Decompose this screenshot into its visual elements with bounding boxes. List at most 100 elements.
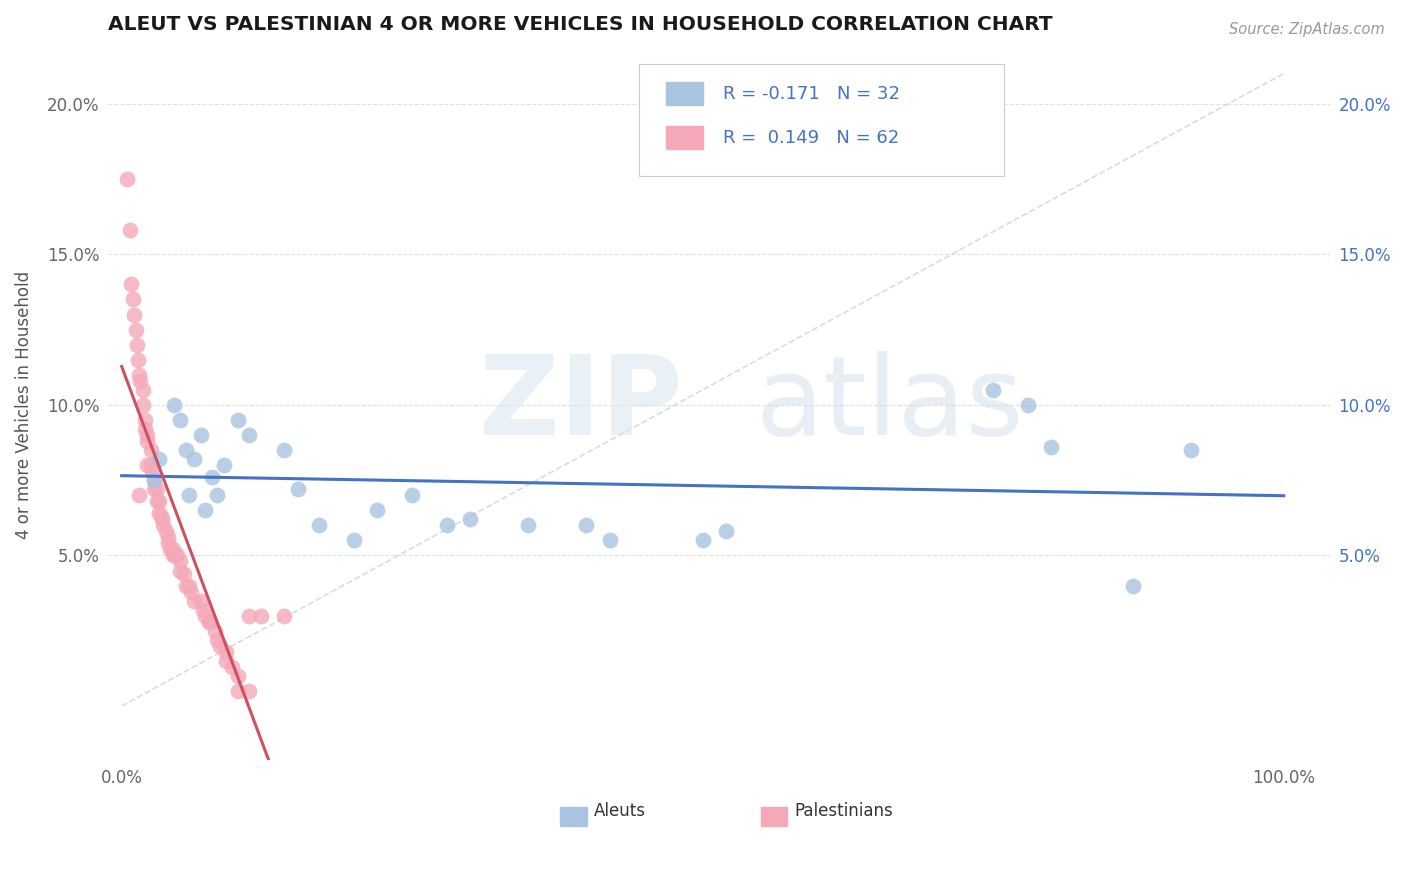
- Point: [143, 473, 166, 487]
- Point: [157, 530, 180, 544]
- Point: [131, 383, 153, 397]
- Text: R =  0.149   N = 62: R = 0.149 N = 62: [723, 128, 898, 146]
- Point: [190, 593, 212, 607]
- Point: [141, 464, 163, 478]
- Text: atlas: atlas: [755, 351, 1024, 458]
- Point: [174, 443, 197, 458]
- Point: [191, 603, 214, 617]
- Point: [162, 542, 184, 557]
- Text: R = -0.171   N = 32: R = -0.171 N = 32: [723, 85, 900, 103]
- Point: [714, 524, 737, 539]
- Point: [150, 512, 173, 526]
- Point: [157, 536, 180, 550]
- Bar: [666, 82, 703, 105]
- Point: [366, 503, 388, 517]
- Point: [177, 488, 200, 502]
- Point: [128, 368, 150, 382]
- Point: [117, 172, 139, 186]
- Point: [204, 624, 226, 638]
- Point: [166, 549, 188, 563]
- Point: [190, 428, 212, 442]
- Point: [692, 533, 714, 548]
- Point: [226, 413, 249, 427]
- Point: [343, 533, 366, 548]
- Point: [180, 584, 202, 599]
- Point: [129, 374, 152, 388]
- Y-axis label: 4 or more Vehicles in Household: 4 or more Vehicles in Household: [15, 271, 32, 539]
- Point: [1122, 578, 1144, 592]
- Point: [173, 566, 195, 581]
- Point: [212, 458, 235, 472]
- Text: ALEUT VS PALESTINIAN 4 OR MORE VEHICLES IN HOUSEHOLD CORRELATION CHART: ALEUT VS PALESTINIAN 4 OR MORE VEHICLES …: [108, 15, 1052, 34]
- Point: [134, 413, 156, 427]
- Text: Source: ZipAtlas.com: Source: ZipAtlas.com: [1229, 22, 1385, 37]
- Point: [238, 428, 260, 442]
- Text: Aleuts: Aleuts: [595, 803, 647, 821]
- Point: [134, 422, 156, 436]
- Point: [165, 549, 187, 563]
- Point: [139, 458, 162, 472]
- Point: [458, 512, 481, 526]
- Point: [273, 443, 295, 458]
- Point: [169, 554, 191, 568]
- Point: [201, 470, 224, 484]
- Point: [124, 322, 146, 336]
- Point: [145, 482, 167, 496]
- Point: [1017, 398, 1039, 412]
- Point: [120, 277, 142, 292]
- Point: [131, 398, 153, 412]
- Point: [198, 615, 221, 629]
- Point: [215, 645, 238, 659]
- Point: [221, 660, 243, 674]
- Point: [148, 494, 170, 508]
- Point: [159, 542, 181, 557]
- Point: [136, 428, 159, 442]
- Point: [118, 223, 141, 237]
- Point: [127, 352, 149, 367]
- Point: [163, 398, 186, 412]
- Point: [143, 473, 166, 487]
- Point: [155, 524, 177, 539]
- Point: [194, 608, 217, 623]
- Point: [401, 488, 423, 502]
- Point: [162, 549, 184, 563]
- Point: [238, 684, 260, 698]
- Point: [136, 458, 159, 472]
- Point: [150, 509, 173, 524]
- Point: [308, 518, 330, 533]
- Point: [287, 482, 309, 496]
- Point: [226, 684, 249, 698]
- Point: [183, 452, 205, 467]
- Point: [205, 632, 228, 647]
- Point: [215, 654, 238, 668]
- Point: [198, 615, 221, 629]
- Point: [122, 293, 145, 307]
- Point: [169, 413, 191, 427]
- Point: [148, 452, 170, 467]
- Point: [177, 578, 200, 592]
- Bar: [666, 126, 703, 149]
- Point: [169, 564, 191, 578]
- Point: [273, 608, 295, 623]
- Point: [145, 494, 167, 508]
- Point: [599, 533, 621, 548]
- Point: [436, 518, 458, 533]
- Point: [238, 608, 260, 623]
- Point: [136, 434, 159, 448]
- Point: [183, 593, 205, 607]
- Point: [1040, 440, 1063, 454]
- Bar: [560, 807, 586, 826]
- Point: [517, 518, 540, 533]
- Point: [981, 383, 1004, 397]
- Point: [148, 506, 170, 520]
- Point: [152, 518, 174, 533]
- FancyBboxPatch shape: [640, 63, 1004, 176]
- Point: [174, 578, 197, 592]
- Text: ZIP: ZIP: [479, 351, 682, 458]
- Point: [124, 308, 146, 322]
- Point: [1180, 443, 1202, 458]
- Bar: [761, 807, 787, 826]
- Point: [226, 669, 249, 683]
- Point: [250, 608, 273, 623]
- Text: Palestinians: Palestinians: [794, 803, 893, 821]
